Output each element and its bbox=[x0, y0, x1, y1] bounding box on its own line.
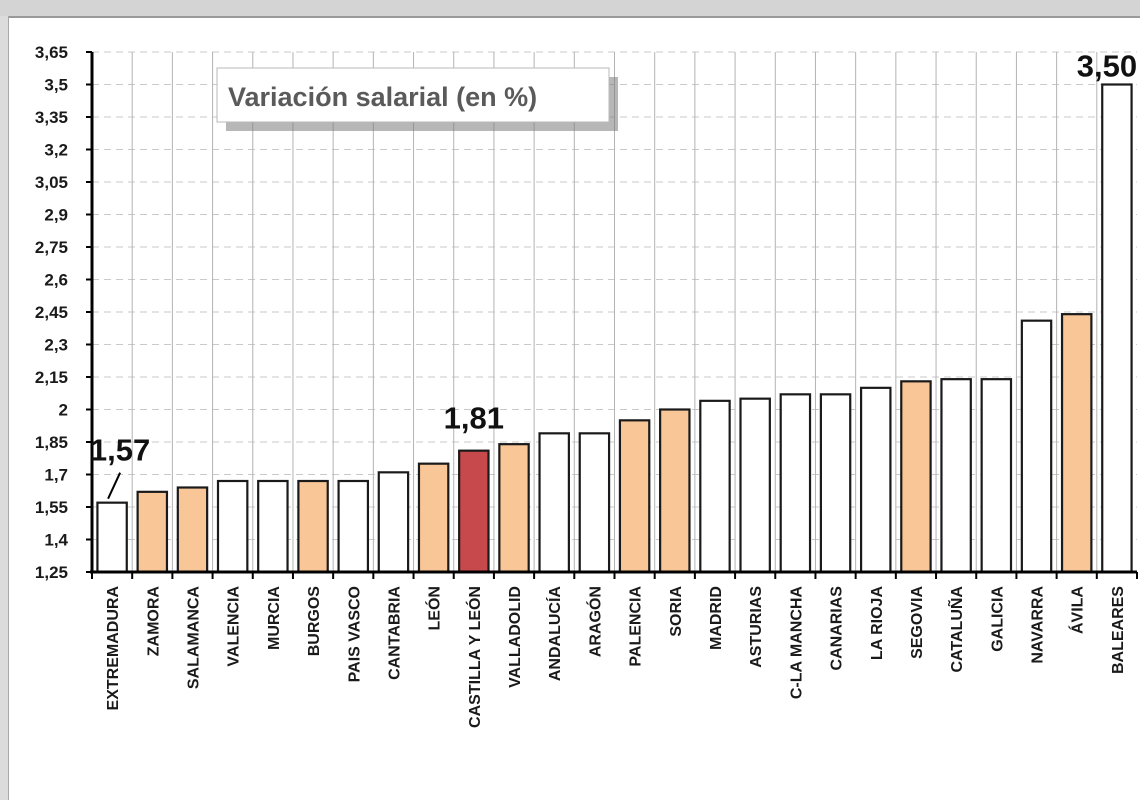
x-tick-label: PAIS VASCO bbox=[346, 586, 363, 682]
x-tick-label: ANDALUCÍA bbox=[545, 586, 564, 682]
x-tick-label: SEGOVIA bbox=[909, 586, 926, 659]
x-tick-label: BALEARES bbox=[1110, 586, 1127, 674]
bar-cantabria bbox=[377, 471, 410, 574]
y-tick-label: 1,7 bbox=[44, 466, 68, 485]
y-tick-label: 2,3 bbox=[44, 336, 68, 355]
bar-catalu-a bbox=[940, 378, 972, 574]
bar-castilla-y-le-n bbox=[458, 449, 490, 574]
bar-burgos bbox=[297, 479, 329, 574]
bar-c-la-mancha bbox=[779, 393, 812, 574]
bar-valladolid bbox=[498, 443, 530, 574]
y-tick-label: 1,25 bbox=[35, 563, 68, 582]
y-tick-label: 1,85 bbox=[35, 433, 68, 452]
y-tick-label: 2,6 bbox=[44, 271, 68, 290]
y-tick-label: 2 bbox=[59, 401, 68, 420]
y-tick-label: 3,5 bbox=[44, 76, 68, 95]
window-left-edge bbox=[0, 16, 9, 800]
bar-la-rioja bbox=[859, 386, 892, 574]
x-tick-label: SORIA bbox=[668, 586, 685, 637]
bars bbox=[96, 83, 1133, 574]
x-tick-labels: EXTREMADURA ZAMORA SALAMANCA VALENCIA MURCIA… bbox=[105, 586, 1127, 728]
x-tick-label: NAVARRA bbox=[1030, 586, 1047, 664]
axes bbox=[86, 51, 1138, 579]
bar-zamora bbox=[136, 490, 169, 574]
x-tick-label: ZAMORA bbox=[145, 586, 162, 657]
x-tick-label: CASTILLA Y LEÓN bbox=[465, 586, 484, 728]
x-tick-label: CATALUÑA bbox=[946, 586, 966, 673]
y-tick-labels: 3,65 3,5 3,35 3,2 3,05 2,9 2,75 2,6 2,45 2,3 2,15 2… bbox=[35, 43, 69, 582]
bar-salamanca bbox=[176, 486, 209, 574]
x-tick-label: MADRID bbox=[708, 586, 725, 650]
y-tick-label: 3,05 bbox=[35, 173, 68, 192]
data-label: 3,50 bbox=[1077, 49, 1137, 84]
bar-canarias bbox=[819, 393, 852, 574]
x-tick-label: PALENCIA bbox=[628, 586, 645, 667]
x-tick-label: ASTURIAS bbox=[748, 586, 765, 668]
data-label: 1,81 bbox=[444, 401, 504, 436]
x-tick-label: CANTABRIA bbox=[386, 586, 403, 680]
bar-navarra bbox=[1020, 319, 1053, 574]
x-tick-label: C-LA MANCHA bbox=[788, 586, 805, 700]
x-tick-label: VALENCIA bbox=[226, 586, 243, 667]
x-tick-label: LA RIOJA bbox=[869, 586, 886, 661]
bar-andaluc-a bbox=[538, 432, 570, 574]
y-tick-label: 2,9 bbox=[44, 206, 68, 225]
bar--vila bbox=[1060, 313, 1093, 574]
bar-pais-vasco bbox=[337, 479, 370, 574]
x-tick-label: SALAMANCA bbox=[185, 586, 202, 690]
bar-asturias bbox=[739, 397, 771, 574]
y-tick-label: 2,45 bbox=[35, 303, 68, 322]
y-tick-label: 1,55 bbox=[35, 498, 68, 517]
y-tick-label: 2,75 bbox=[35, 238, 68, 257]
x-tick-label: ARAGÓN bbox=[585, 586, 604, 657]
y-tick-label: 1,4 bbox=[44, 531, 68, 550]
bar-baleares bbox=[1101, 83, 1133, 574]
x-tick-label: ÁVILA bbox=[1068, 586, 1087, 634]
data-labels: 1,57 1,81 3,50 bbox=[90, 49, 1137, 500]
data-label-leader bbox=[107, 472, 122, 500]
bar-soria bbox=[659, 408, 691, 574]
chart-title: Variación salarial (en %) bbox=[228, 82, 537, 112]
bar-murcia bbox=[257, 479, 289, 574]
bar-palencia bbox=[618, 419, 651, 574]
bar-segovia bbox=[900, 380, 932, 574]
y-tick-label: 3,65 bbox=[35, 43, 68, 62]
y-tick-label: 2,15 bbox=[35, 368, 68, 387]
x-tick-label: LEÓN bbox=[425, 586, 444, 630]
bar-madrid bbox=[699, 399, 731, 574]
data-label: 1,57 bbox=[90, 433, 150, 468]
x-tick-label: BURGOS bbox=[306, 586, 323, 657]
x-tick-label: VALLADOLID bbox=[507, 586, 524, 688]
bar-valencia bbox=[216, 479, 249, 574]
window-top-bar bbox=[0, 0, 1140, 18]
y-tick-label: 3,2 bbox=[44, 141, 68, 160]
x-tick-label: MURCIA bbox=[266, 586, 283, 650]
chart-title-box: Variación salarial (en %) bbox=[216, 67, 618, 131]
y-tick-label: 3,35 bbox=[35, 108, 68, 127]
x-tick-label: GALICIA bbox=[989, 586, 1006, 652]
x-tick-label: CANARIAS bbox=[829, 586, 846, 671]
bar-arag-n bbox=[578, 432, 611, 574]
bar-galicia bbox=[980, 378, 1013, 574]
bar-extremadura bbox=[96, 501, 128, 574]
x-tick-label: EXTREMADURA bbox=[105, 586, 122, 711]
bar-le-n bbox=[417, 462, 450, 574]
